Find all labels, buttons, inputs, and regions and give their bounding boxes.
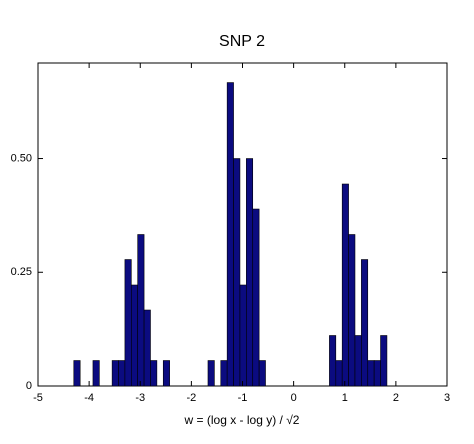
bar bbox=[335, 360, 343, 387]
bar bbox=[137, 234, 145, 387]
x-tick-label: 3 bbox=[444, 392, 450, 404]
bar bbox=[143, 309, 151, 387]
x-tick-label: -1 bbox=[238, 392, 248, 404]
bar bbox=[329, 335, 337, 387]
y-tick-label: 0 bbox=[26, 380, 32, 392]
bar bbox=[73, 360, 81, 387]
bar bbox=[348, 234, 356, 387]
bar bbox=[162, 360, 170, 387]
bar bbox=[207, 360, 215, 387]
bar bbox=[380, 335, 388, 387]
y-tick-label: 0.50 bbox=[11, 152, 32, 164]
x-tick-label: 0 bbox=[291, 392, 297, 404]
bar bbox=[118, 360, 126, 387]
bar bbox=[92, 360, 100, 387]
x-tick-label: -2 bbox=[186, 392, 196, 404]
x-tick-label: -3 bbox=[135, 392, 145, 404]
bar bbox=[220, 360, 228, 387]
bar bbox=[354, 335, 362, 387]
bar bbox=[361, 259, 369, 387]
x-tick-label: 1 bbox=[342, 392, 348, 404]
bar bbox=[367, 360, 375, 387]
bar bbox=[373, 360, 381, 387]
bar bbox=[252, 208, 260, 387]
bar bbox=[239, 284, 247, 387]
y-tick-label: 0.25 bbox=[11, 266, 32, 278]
bar bbox=[226, 82, 234, 387]
bar bbox=[341, 183, 349, 387]
bar bbox=[111, 360, 119, 387]
bar bbox=[246, 158, 254, 387]
x-tick-label: -5 bbox=[33, 392, 43, 404]
bar bbox=[131, 284, 138, 387]
bar bbox=[258, 360, 266, 387]
x-axis-label: w = (log x - log y) / √2 bbox=[184, 413, 300, 427]
x-tick-label: -4 bbox=[84, 392, 94, 404]
bar bbox=[233, 158, 241, 387]
bar bbox=[124, 259, 132, 387]
bar bbox=[150, 360, 158, 387]
chart-title: SNP 2 bbox=[219, 33, 265, 50]
x-tick-label: 2 bbox=[393, 392, 399, 404]
